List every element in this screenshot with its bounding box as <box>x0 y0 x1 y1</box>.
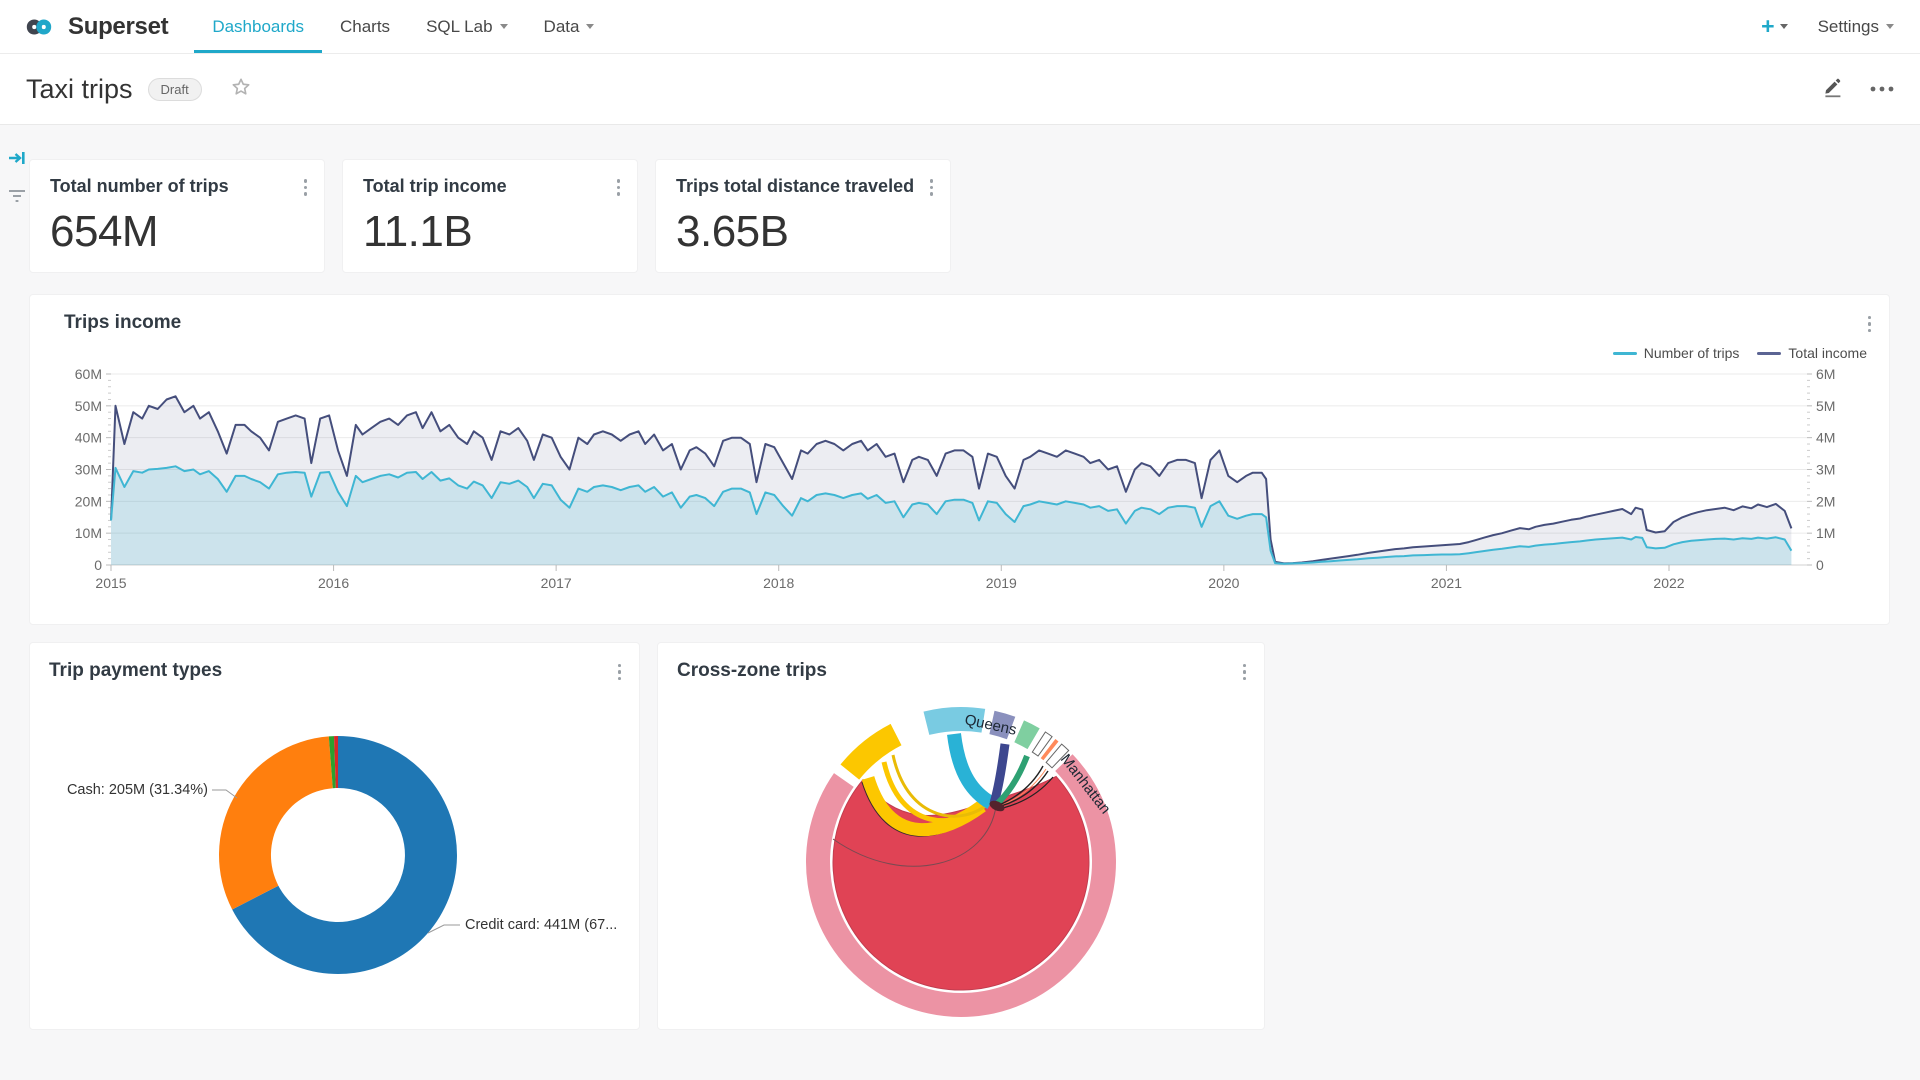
settings-menu[interactable]: Settings <box>1818 17 1894 37</box>
chart-legend: Number of trips Total income <box>1612 345 1867 361</box>
svg-text:2017: 2017 <box>541 575 572 591</box>
timeseries-plot[interactable]: 0 0 10M 1M 20M 2M 30M 3M 40M 4M 50M 5M 60M 6M 2015 2016… <box>30 366 1889 598</box>
expand-filter-bar-icon[interactable] <box>7 149 27 172</box>
svg-text:2016: 2016 <box>318 575 349 591</box>
chord-segment-4[interactable] <box>1014 720 1040 750</box>
nav-item-dashboards[interactable]: Dashboards <box>194 0 322 53</box>
credit-callout-line <box>427 924 460 934</box>
chord-segment-Manhattan[interactable] <box>805 754 1116 1017</box>
kpi-value: 3.65B <box>676 207 789 256</box>
chord-segment-3[interactable] <box>989 710 1016 740</box>
svg-text:3M: 3M <box>1816 462 1835 478</box>
chevron-down-icon <box>1886 24 1894 29</box>
infinity-logo-icon <box>26 19 52 34</box>
trip-payment-types-chart-card: Trip payment types Cash: 205M (31.34%) C… <box>29 642 640 1030</box>
cross-zone-chord-diagram[interactable]: Queens Manhattan <box>796 692 1126 1022</box>
donut-slice-0[interactable] <box>232 736 457 974</box>
svg-text:1M: 1M <box>1816 525 1835 541</box>
chart-menu-icon[interactable] <box>1864 312 1876 336</box>
svg-text:10M: 10M <box>75 525 102 541</box>
svg-text:5M: 5M <box>1816 398 1835 414</box>
kpi-value: 654M <box>50 207 159 256</box>
kpi-card-distance[interactable]: Trips total distance traveled 3.65B <box>655 159 951 273</box>
svg-text:2020: 2020 <box>1208 575 1239 591</box>
svg-text:2022: 2022 <box>1653 575 1684 591</box>
svg-text:40M: 40M <box>75 430 102 446</box>
svg-text:50M: 50M <box>75 398 102 414</box>
top-nav: Superset Dashboards Charts SQL Lab Data … <box>0 0 1920 54</box>
dashboard-menu-icon[interactable] <box>1870 80 1894 98</box>
trips-income-chart-card: Trips income Number of trips Total incom… <box>29 294 1890 625</box>
svg-text:2019: 2019 <box>986 575 1017 591</box>
cross-zone-trips-chart-card: Cross-zone trips <box>657 642 1265 1030</box>
svg-text:2M: 2M <box>1816 493 1835 509</box>
donut-slice-3[interactable] <box>334 736 338 788</box>
kpi-title: Trips total distance traveled <box>676 176 915 196</box>
legend-item-total-income[interactable]: Total income <box>1757 345 1867 361</box>
superset-logo[interactable]: Superset <box>18 0 169 53</box>
donut-slice-1[interactable] <box>219 736 333 910</box>
dashboard-header: Taxi trips Draft <box>0 54 1920 125</box>
kpi-card-total-trips[interactable]: Total number of trips 654M <box>29 159 325 273</box>
svg-text:2021: 2021 <box>1431 575 1462 591</box>
kpi-value: 11.1B <box>363 207 473 256</box>
nav-item-data[interactable]: Data <box>526 0 613 53</box>
kpi-title: Total trip income <box>363 176 507 196</box>
edit-dashboard-icon[interactable] <box>1822 76 1844 103</box>
chart-menu-icon[interactable] <box>614 176 624 199</box>
chord-segment-5[interactable] <box>1031 731 1053 757</box>
svg-text:30M: 30M <box>75 462 102 478</box>
nav-item-charts[interactable]: Charts <box>339 16 391 36</box>
chevron-down-icon <box>586 24 595 29</box>
payment-types-donut[interactable]: Cash: 205M (31.34%) Credit card: 441M (6… <box>30 686 639 1026</box>
svg-text:2018: 2018 <box>763 575 794 591</box>
credit-callout-label: Credit card: 441M (67... <box>465 917 617 933</box>
legend-swatch <box>1757 351 1782 355</box>
kpi-title: Total number of trips <box>50 176 229 196</box>
chevron-down-icon <box>1779 24 1788 29</box>
svg-text:0: 0 <box>1816 557 1824 573</box>
chart-menu-icon[interactable] <box>301 176 311 199</box>
svg-text:60M: 60M <box>75 366 102 382</box>
svg-text:2015: 2015 <box>95 575 126 591</box>
chevron-down-icon <box>499 24 508 29</box>
donut-slice-2[interactable] <box>328 736 336 789</box>
chord-segment-7[interactable] <box>1045 743 1070 769</box>
chart-title: Cross-zone trips <box>677 660 827 681</box>
svg-text:6M: 6M <box>1816 366 1835 382</box>
legend-item-number-of-trips[interactable]: Number of trips <box>1612 345 1739 361</box>
page-title: Taxi trips <box>26 73 133 104</box>
chart-menu-icon[interactable] <box>614 660 626 684</box>
filter-list-icon[interactable] <box>7 188 27 209</box>
chord-segment-1[interactable] <box>840 723 902 780</box>
chord-segment-Queens[interactable] <box>923 706 986 735</box>
brand-name: Superset <box>68 12 169 40</box>
dashboard-canvas: Total number of trips 654M Total trip in… <box>0 125 1920 1030</box>
cash-callout-line <box>212 789 238 799</box>
chord-ribbons <box>832 733 1054 867</box>
svg-text:0: 0 <box>94 557 102 573</box>
svg-text:20M: 20M <box>75 493 102 509</box>
chord-segment-6[interactable] <box>1040 739 1059 761</box>
chart-title: Trips income <box>64 312 182 333</box>
status-badge: Draft <box>147 77 202 101</box>
favorite-star-icon[interactable] <box>230 76 252 103</box>
main-menu: Dashboards Charts SQL Lab Data <box>194 0 612 53</box>
kpi-card-trip-income[interactable]: Total trip income 11.1B <box>342 159 638 273</box>
legend-swatch <box>1612 351 1637 355</box>
kpi-row: Total number of trips 654M Total trip in… <box>29 159 1890 273</box>
chart-menu-icon[interactable] <box>927 176 937 199</box>
cash-callout-label: Cash: 205M (31.34%) <box>67 782 208 798</box>
svg-text:4M: 4M <box>1816 430 1835 446</box>
new-item-button[interactable]: + <box>1761 13 1788 40</box>
nav-item-sql-lab[interactable]: SQL Lab <box>408 0 525 53</box>
chart-menu-icon[interactable] <box>1239 660 1251 684</box>
filter-rail <box>6 149 28 209</box>
chart-title: Trip payment types <box>49 660 223 681</box>
queens-ribbon <box>947 733 995 810</box>
